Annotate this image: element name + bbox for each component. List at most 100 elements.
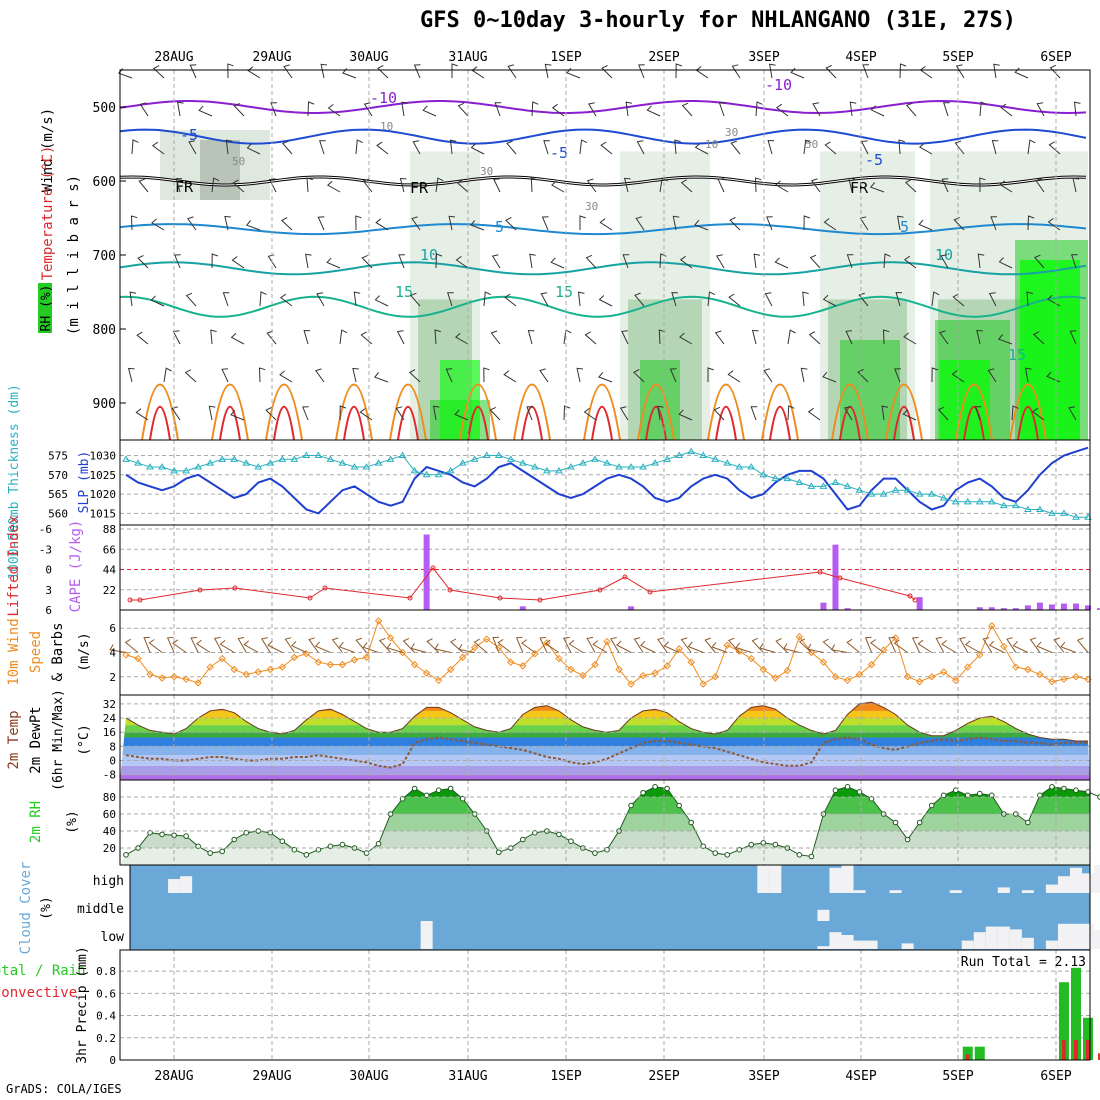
cloud-cover-cell xyxy=(817,946,830,949)
cape-bar xyxy=(1060,603,1067,610)
cloud-cover-cell xyxy=(961,940,974,949)
cloud-cover-cell xyxy=(973,932,986,949)
thickness-axis-label: 1000-500mb Thickness (dm) xyxy=(7,384,22,580)
rh-point xyxy=(928,802,935,809)
thickness-point xyxy=(230,455,239,462)
upper-wind-barb xyxy=(623,177,631,193)
surface-wind-barb xyxy=(143,636,151,653)
cloud-row-label: middle xyxy=(77,902,124,917)
upper-wind-barb xyxy=(713,406,725,421)
thickness-point xyxy=(1036,505,1044,513)
rh-point xyxy=(532,829,538,836)
rh-point xyxy=(964,792,971,799)
upper-wind-barb xyxy=(768,63,776,79)
thickness-point xyxy=(951,497,960,505)
upper-wind-barb xyxy=(1035,178,1045,193)
upper-wind-barb xyxy=(360,331,373,345)
upper-wind-barb xyxy=(1032,331,1045,345)
upper-wind-barb xyxy=(279,293,293,307)
wind-speed-point xyxy=(747,654,756,663)
upper-wind-barb xyxy=(185,292,197,307)
temp-contour-20 xyxy=(265,383,303,441)
rh-point xyxy=(315,846,322,853)
upper-wind-barb xyxy=(280,217,293,231)
temp-band xyxy=(120,702,1090,704)
upper-wind-barb xyxy=(353,291,361,307)
upper-wind-barb xyxy=(638,64,645,79)
wind-speed-point xyxy=(915,677,924,686)
temp-contour-20 xyxy=(761,383,799,441)
upper-wind-barb xyxy=(232,179,245,193)
upper-wind-barb xyxy=(362,178,373,193)
wind-speed-point xyxy=(1024,665,1032,674)
upper-wind-barb xyxy=(883,253,891,269)
thickness-point xyxy=(723,459,732,466)
contour-label: -5 xyxy=(865,151,883,169)
date-label-top: 4SEP xyxy=(845,50,876,65)
temp-tick-label: 16 xyxy=(103,726,116,739)
temp-axis-label-temp: 2m Temp xyxy=(6,710,22,769)
wind-speed-point xyxy=(687,658,695,666)
temp-axis-label-dewpt: 2m DewPt xyxy=(28,706,44,773)
lifted-index-line xyxy=(130,567,916,601)
date-label-bottom: 5SEP xyxy=(942,1069,973,1084)
lifted-index-point xyxy=(597,587,603,593)
contour-label: FR xyxy=(175,178,194,196)
temp-contour-25 xyxy=(397,405,419,441)
upper-wind-barb xyxy=(174,254,181,269)
contour-label: 50 xyxy=(232,155,245,168)
cloud-row-label: high xyxy=(93,874,124,889)
upper-wind-barb xyxy=(882,329,890,345)
rh-point xyxy=(123,852,129,858)
wind-tick-label: 2 xyxy=(109,671,116,684)
thickness-point xyxy=(266,459,275,466)
upper-wind-barb xyxy=(775,103,789,117)
upper-wind-barb xyxy=(211,177,220,193)
wind-speed-point xyxy=(855,670,864,679)
upper-wind-barb xyxy=(551,180,565,193)
rh-point xyxy=(712,850,719,856)
thickness-point xyxy=(999,501,1008,509)
upper-wind-barb xyxy=(977,253,985,269)
contour-label: 30 xyxy=(585,200,598,213)
thickness-point xyxy=(975,497,984,505)
lifted-index-point xyxy=(197,587,203,593)
thickness-point xyxy=(458,459,467,466)
surface-wind-barb xyxy=(473,638,488,653)
cloud-cover-cell xyxy=(901,943,914,949)
upper-wind-barb xyxy=(1027,139,1036,155)
date-label-bottom: 3SEP xyxy=(748,1069,779,1084)
contour-label: 10 xyxy=(420,246,438,264)
wind-speed-point xyxy=(759,665,768,674)
thickness-point xyxy=(795,478,804,485)
upper-wind-barb xyxy=(302,406,309,421)
cape-bar xyxy=(1072,603,1079,610)
upper-wind-barb xyxy=(198,105,213,117)
temp-contour-10 xyxy=(119,261,1087,276)
upper-wind-barb xyxy=(1036,102,1045,117)
rh-point xyxy=(363,850,370,856)
temp-contour-20 xyxy=(141,383,179,441)
rh-point xyxy=(1073,787,1079,794)
surface-wind-barb xyxy=(386,642,403,653)
upper-wind-barb xyxy=(859,216,869,231)
contour-label: 15 xyxy=(395,283,413,301)
rh-point xyxy=(940,792,947,799)
thickness-point xyxy=(134,459,142,466)
contour-label: 30 xyxy=(725,126,738,139)
wind-axis-label-barbs: & Barbs xyxy=(50,622,66,681)
upper-wind-barb xyxy=(931,367,939,383)
thickness-point xyxy=(639,463,647,470)
upper-wind-barb xyxy=(304,253,312,269)
pressure-tick-label: 700 xyxy=(93,249,116,264)
cloud-cover-cell xyxy=(853,890,866,893)
cloud-cover-cell xyxy=(841,935,854,949)
upper-wind-barb xyxy=(584,331,597,345)
surface-wind-barb xyxy=(982,637,993,653)
wind-speed-point xyxy=(891,634,900,642)
date-label-top: 28AUG xyxy=(154,50,193,65)
rh-point xyxy=(952,787,959,794)
rh-point xyxy=(989,792,995,799)
precip-total-bar xyxy=(974,1046,985,1060)
cloud-cover-cell xyxy=(841,865,854,893)
